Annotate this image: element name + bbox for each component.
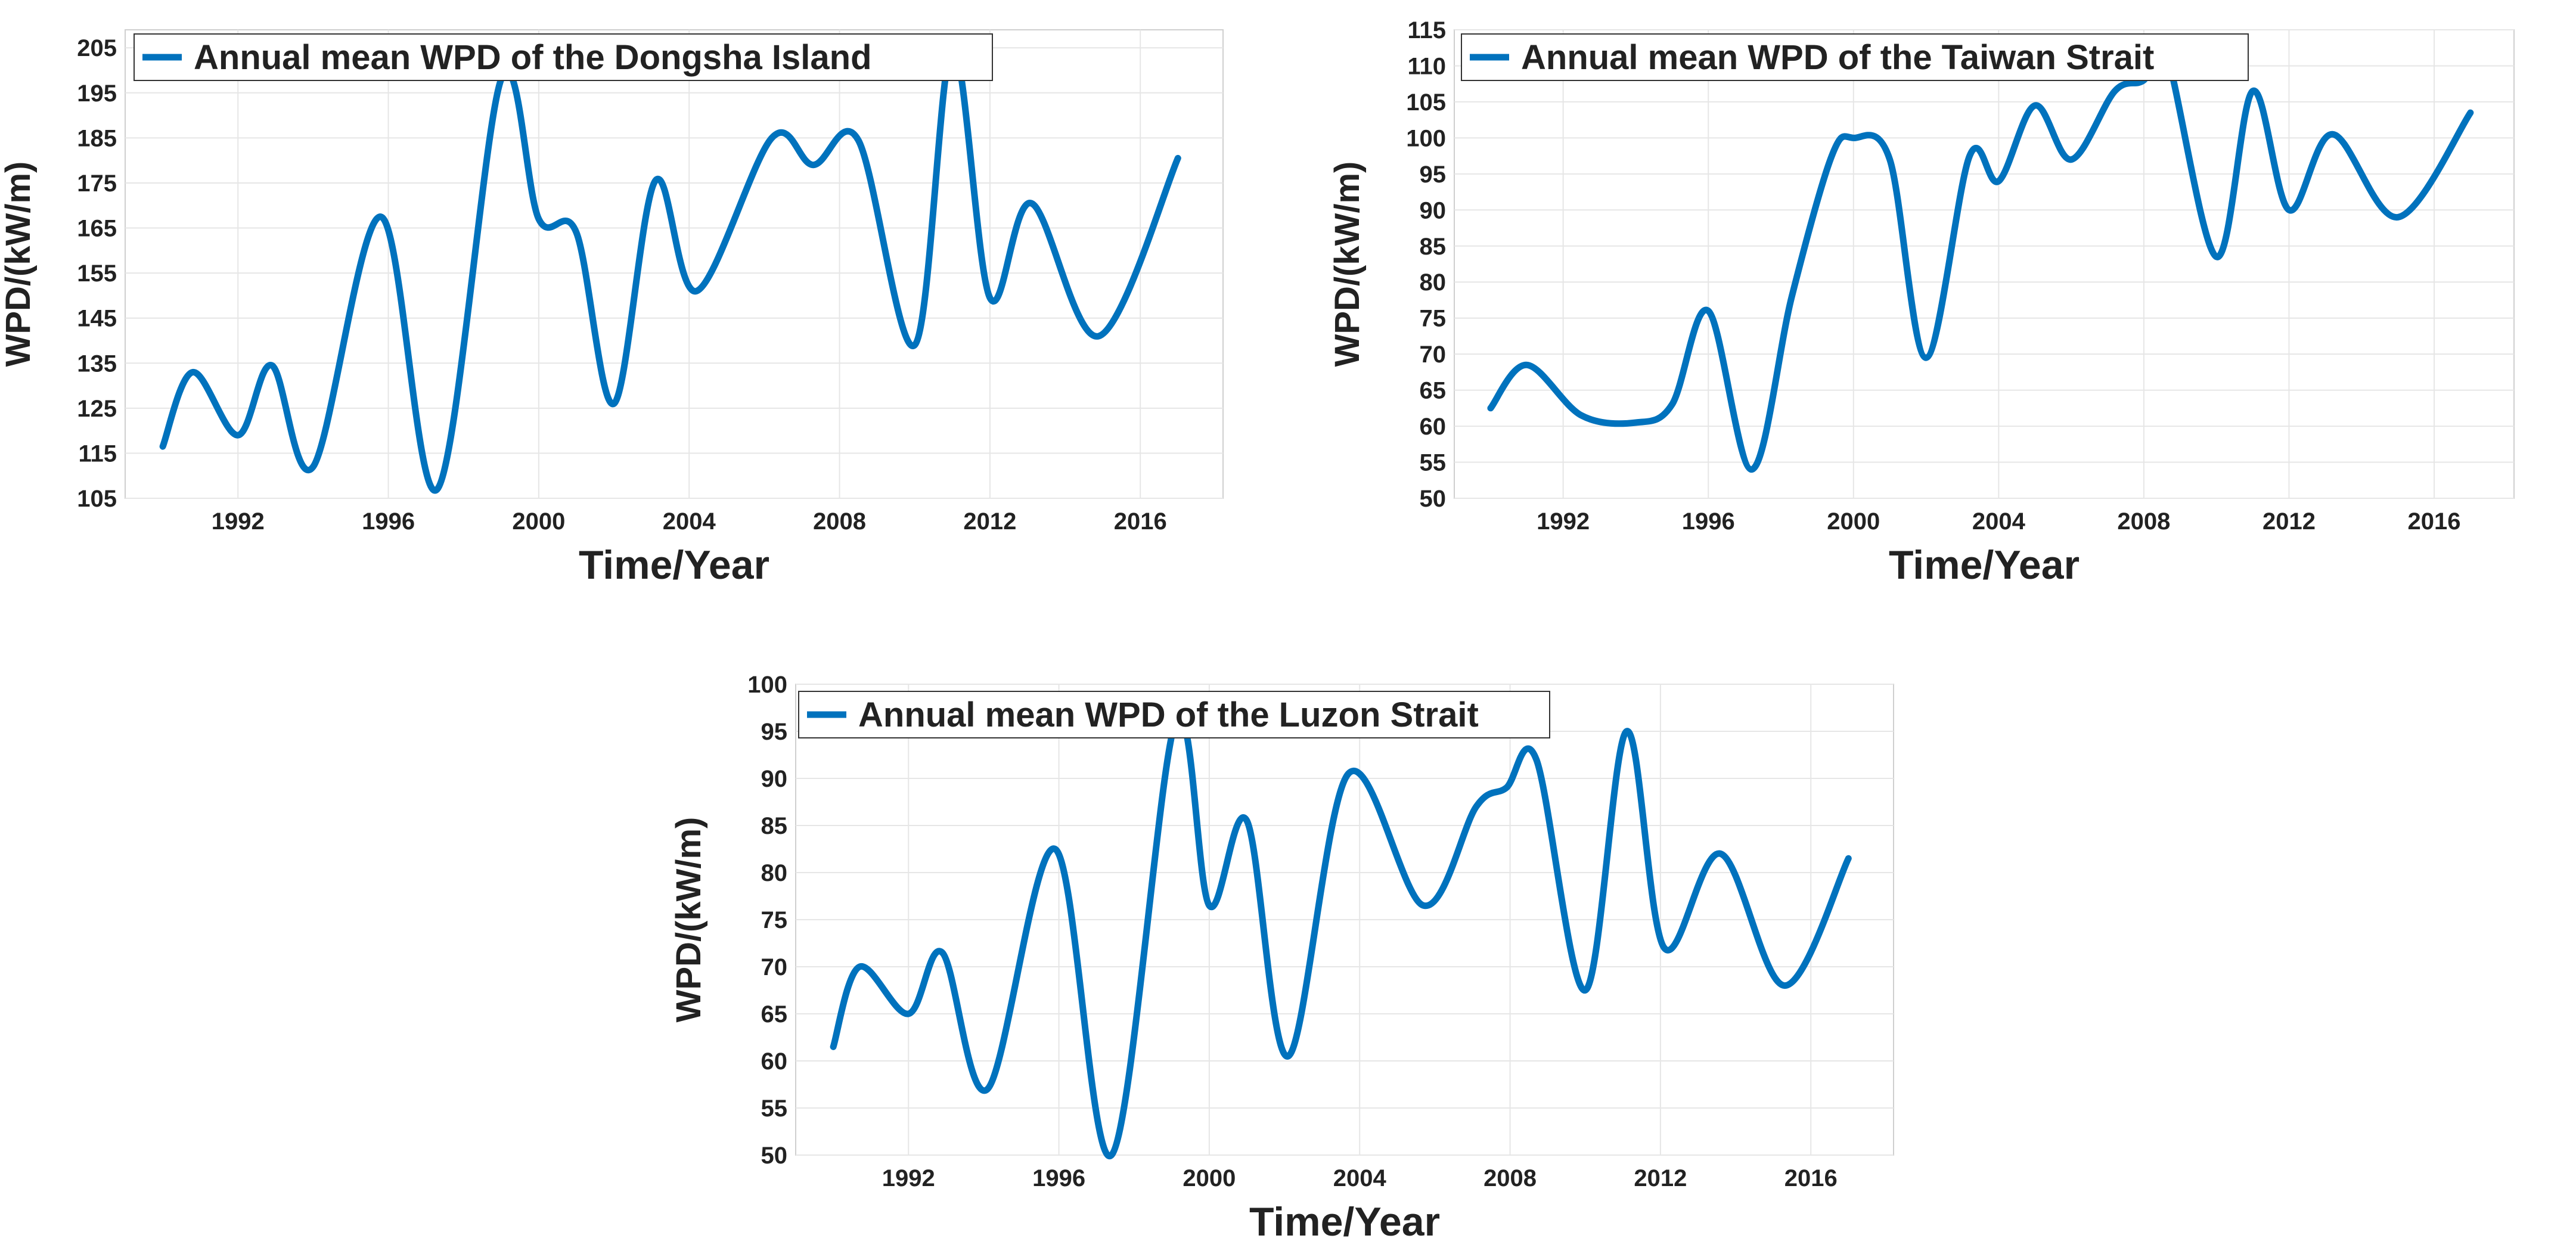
x-tick-label: 2012	[1634, 1165, 1687, 1191]
y-tick-label: 65	[761, 1001, 788, 1028]
y-tick-label: 115	[1407, 17, 1446, 44]
x-axis-ticks: 1992 1996 2000 2004 2008 2012 2016	[1537, 508, 2460, 535]
y-tick-label: 70	[761, 954, 788, 980]
y-tick-label: 205	[77, 35, 117, 61]
y-tick-label: 80	[1420, 269, 1447, 296]
x-axis-ticks: 1992 1996 2000 2004 2008 2012 2016	[882, 1165, 1838, 1191]
y-tick-label: 75	[1420, 306, 1447, 332]
plot-area	[1454, 29, 2515, 499]
x-tick-label: 2008	[1483, 1165, 1537, 1191]
legend-label: Annual mean WPD of the Dongsha Island	[194, 38, 872, 77]
y-tick-label: 185	[77, 125, 117, 151]
legend-box	[798, 691, 1550, 738]
legend-box	[134, 33, 993, 81]
x-tick-label: 2008	[2117, 508, 2170, 535]
series-line	[830, 713, 1852, 1160]
y-tick-label: 90	[1420, 197, 1447, 224]
x-tick-label: 1992	[1537, 508, 1590, 535]
y-tick-label: 95	[761, 719, 788, 745]
x-tick-label: 2004	[1333, 1165, 1387, 1191]
x-tick-label: 2000	[1827, 508, 1880, 535]
y-tick-label: 50	[761, 1143, 788, 1169]
y-tick-label: 155	[77, 260, 117, 287]
y-tick-label: 125	[77, 396, 117, 422]
y-axis-ticks: 105 115 125 135 145 155 165 175 185 195 205	[77, 35, 117, 512]
y-axis-title: WPD/(kW/m)	[669, 817, 708, 1023]
y-tick-label: 165	[77, 216, 117, 242]
y-tick-label: 105	[77, 486, 117, 512]
x-tick-label: 2004	[663, 508, 716, 535]
series-line	[1487, 39, 2474, 473]
y-tick-label: 80	[761, 860, 788, 886]
y-tick-label: 85	[1420, 234, 1447, 260]
y-axis-ticks: 50 55 60 65 70 75 80 85 90 95 100 105 110 115	[1406, 17, 1446, 512]
x-tick-label: 2012	[963, 508, 1016, 535]
y-tick-label: 50	[1420, 486, 1447, 512]
y-tick-label: 115	[78, 440, 117, 467]
legend: Annual mean WPD of the Luzon Strait	[798, 691, 1550, 738]
y-tick-label: 70	[1420, 342, 1447, 368]
x-axis-title: Time/Year	[1249, 1199, 1440, 1244]
y-tick-label: 135	[77, 350, 117, 377]
series-line	[159, 44, 1181, 494]
y-tick-label: 75	[761, 907, 788, 933]
x-tick-label: 1992	[882, 1165, 935, 1191]
x-tick-label: 2016	[1784, 1165, 1838, 1191]
y-tick-label: 105	[1406, 89, 1446, 116]
plot-area	[125, 29, 1224, 499]
x-tick-label: 2000	[512, 508, 565, 535]
y-tick-label: 65	[1420, 378, 1447, 404]
x-tick-label: 1996	[1682, 508, 1735, 535]
x-tick-label: 2004	[1972, 508, 2026, 535]
x-axis-title: Time/Year	[1889, 542, 2080, 588]
legend-box	[1461, 33, 2249, 81]
y-tick-label: 55	[761, 1095, 788, 1122]
chart-luzon-strait: 50 55 60 65 70 75 80 85 90 95 100 1992 1996 2000 2004…	[669, 672, 1894, 1244]
y-tick-label: 60	[1420, 414, 1447, 440]
legend-label: Annual mean WPD of the Taiwan Strait	[1521, 38, 2154, 77]
grid-lines	[796, 684, 1894, 1156]
legend: Annual mean WPD of the Dongsha Island	[134, 33, 993, 81]
y-tick-label: 90	[761, 766, 788, 792]
x-tick-label: 2000	[1183, 1165, 1236, 1191]
y-tick-label: 100	[1406, 125, 1446, 151]
y-tick-label: 195	[77, 80, 117, 107]
y-tick-label: 145	[77, 306, 117, 332]
legend: Annual mean WPD of the Taiwan Strait	[1461, 33, 2249, 81]
y-tick-label: 85	[761, 813, 788, 839]
x-tick-label: 2016	[2408, 508, 2461, 535]
y-tick-label: 60	[761, 1048, 788, 1075]
x-tick-label: 1996	[362, 508, 415, 535]
y-tick-label: 175	[77, 170, 117, 197]
y-tick-label: 110	[1407, 53, 1446, 79]
y-axis-ticks: 50 55 60 65 70 75 80 85 90 95 100	[747, 672, 787, 1169]
y-axis-title: WPD/(kW/m)	[0, 162, 38, 367]
x-tick-label: 1996	[1032, 1165, 1085, 1191]
y-tick-label: 100	[747, 672, 787, 698]
y-tick-label: 95	[1420, 162, 1447, 188]
x-axis-ticks: 1992 1996 2000 2004 2008 2012 2016	[212, 508, 1167, 535]
legend-label: Annual mean WPD of the Luzon Strait	[858, 696, 1479, 734]
y-axis-title: WPD/(kW/m)	[1328, 162, 1367, 367]
x-tick-label: 1992	[212, 508, 265, 535]
x-tick-label: 2008	[813, 508, 866, 535]
grid-lines	[125, 30, 1223, 499]
y-tick-label: 55	[1420, 450, 1447, 476]
x-tick-label: 2016	[1114, 508, 1167, 535]
x-axis-title: Time/Year	[579, 542, 769, 588]
x-tick-label: 2012	[2262, 508, 2316, 535]
